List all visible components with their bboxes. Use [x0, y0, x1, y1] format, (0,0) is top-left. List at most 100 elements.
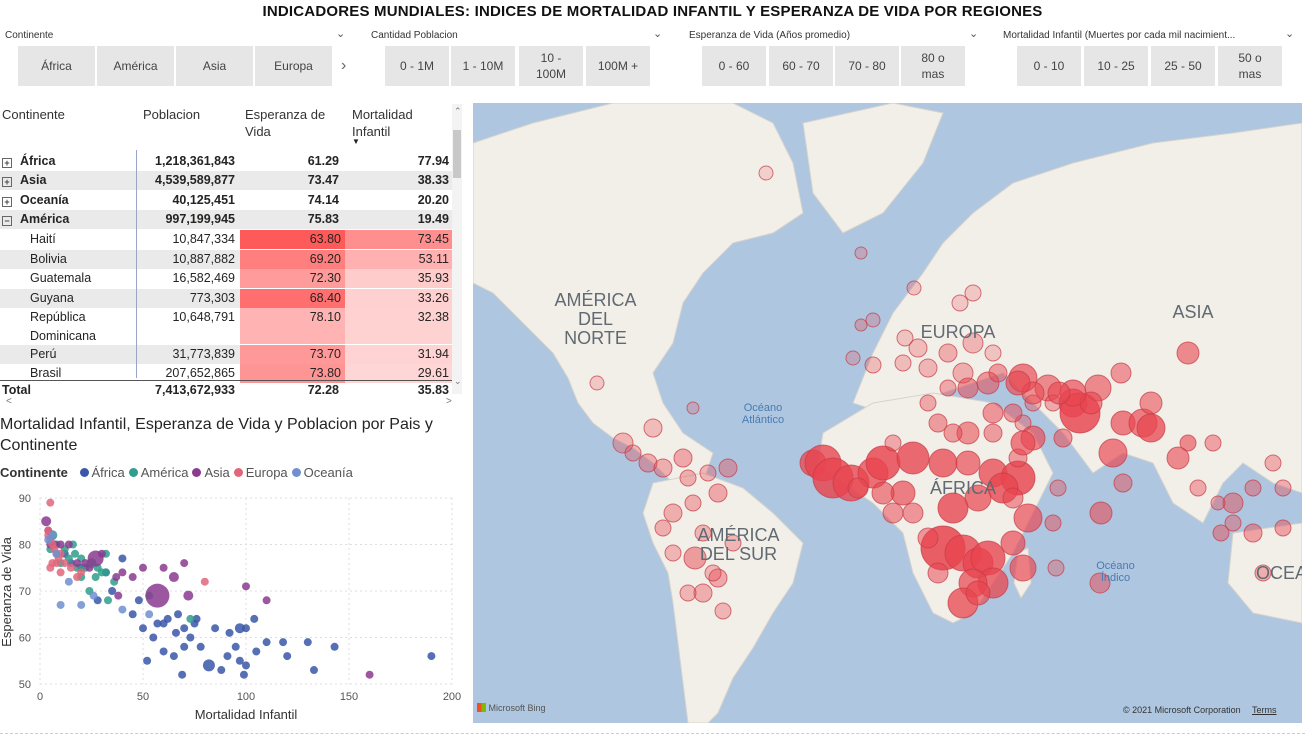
map-bubble[interactable]	[683, 546, 707, 570]
map-bubble[interactable]	[988, 363, 1008, 383]
map-bubble[interactable]	[1010, 430, 1036, 456]
scatter-point[interactable]	[159, 563, 168, 572]
map-bubble[interactable]	[693, 583, 713, 603]
scatter-point[interactable]	[41, 516, 52, 527]
scatter-point[interactable]	[73, 559, 82, 568]
scatter-point[interactable]	[71, 549, 80, 558]
map-canvas[interactable]	[473, 103, 1302, 723]
scatter-point[interactable]	[159, 619, 168, 628]
slicer-chip-asia[interactable]: Asia	[176, 46, 253, 86]
scatter-point[interactable]	[283, 652, 292, 661]
scatter-point[interactable]	[52, 559, 61, 568]
slicer-chip-america[interactable]: América	[97, 46, 174, 86]
map-bubble[interactable]	[1176, 341, 1200, 365]
scatter-point[interactable]	[52, 549, 61, 558]
slicer-chip-60-70[interactable]: 60 - 70	[769, 46, 833, 86]
scatter-point[interactable]	[46, 498, 55, 507]
scatter-point[interactable]	[145, 583, 170, 608]
map-bubble[interactable]	[939, 379, 957, 397]
map-bubble[interactable]	[1224, 514, 1242, 532]
scroll-down-icon[interactable]: ⌄	[454, 376, 462, 386]
scatter-point[interactable]	[250, 614, 259, 623]
map-bubble[interactable]	[1139, 391, 1163, 415]
scatter-point[interactable]	[56, 600, 65, 609]
map-bubble[interactable]	[964, 484, 992, 512]
map-bubble[interactable]	[984, 344, 1002, 362]
matrix-table[interactable]: Continente Poblacion Esperanza de Vida M…	[0, 103, 462, 397]
map-bubble[interactable]	[1212, 524, 1230, 542]
map-bubble[interactable]	[1222, 492, 1244, 514]
map-bubble[interactable]	[983, 423, 1003, 443]
map-bubble[interactable]	[1254, 564, 1272, 582]
map-bubble[interactable]	[1014, 414, 1032, 432]
scatter-point[interactable]	[235, 656, 244, 665]
scatter-point[interactable]	[64, 577, 73, 586]
slicer-chip-100m-plus[interactable]: 100M +	[586, 46, 650, 86]
table-row-country[interactable]: Bolivia 10,887,882 69.20 53.11	[0, 250, 452, 269]
expand-plus-icon[interactable]: +	[2, 158, 12, 168]
col-header-mortalidad[interactable]: Mortalidad Infantil	[352, 107, 413, 139]
scatter-point[interactable]	[234, 623, 245, 634]
scatter-chart[interactable]: 50 60 70 80 90 0 50 100 150 200 Mortalidad Infanti…	[0, 484, 470, 724]
map-bubble[interactable]	[684, 494, 702, 512]
slicer-chip-10-25[interactable]: 10 - 25	[1084, 46, 1148, 86]
map-bubble[interactable]	[951, 294, 969, 312]
scatter-point[interactable]	[217, 666, 226, 675]
scatter-point[interactable]	[145, 610, 154, 619]
map-bubble[interactable]	[612, 432, 634, 454]
map-bubble[interactable]	[1244, 479, 1262, 497]
scatter-point[interactable]	[303, 638, 312, 647]
map-bubble[interactable]	[1243, 523, 1263, 543]
scatter-point[interactable]	[139, 563, 147, 572]
map-bubble[interactable]	[624, 444, 642, 462]
map-bubble[interactable]	[955, 450, 981, 476]
scatter-point[interactable]	[118, 605, 127, 614]
scatter-point[interactable]	[180, 624, 189, 633]
map-bubble[interactable]	[1264, 454, 1282, 472]
map-bubble[interactable]	[1002, 487, 1024, 509]
scatter-point[interactable]	[134, 596, 143, 605]
map-bubble[interactable]	[704, 564, 722, 582]
slicer-esperanza[interactable]: Esperanza de Vida (Años promedio) ⌄ 0 - …	[688, 27, 988, 91]
map-bubble[interactable]	[694, 524, 712, 542]
map-bubble[interactable]	[638, 453, 658, 473]
table-row-continent[interactable]: + Asia 4,539,589,877 73.47 38.33	[0, 171, 452, 190]
table-vertical-scrollbar[interactable]	[452, 104, 462, 394]
map-bubble[interactable]	[871, 481, 895, 505]
table-row-country[interactable]: Haití 10,847,334 63.80 73.45	[0, 230, 452, 249]
slicer-chip-50-mas[interactable]: 50 o mas	[1218, 46, 1282, 86]
scatter-point[interactable]	[118, 568, 127, 577]
scatter-point[interactable]	[171, 628, 180, 637]
map-bubble[interactable]	[890, 480, 916, 506]
map-bubble[interactable]	[708, 568, 728, 588]
map-bubble[interactable]	[1013, 503, 1043, 533]
scatter-point[interactable]	[252, 647, 261, 656]
scatter-point[interactable]	[143, 656, 152, 665]
map-bubble[interactable]	[1003, 403, 1023, 423]
scatter-point[interactable]	[202, 659, 215, 672]
scatter-point[interactable]	[365, 670, 374, 679]
map-bubble[interactable]	[965, 580, 991, 606]
scatter-point[interactable]	[180, 642, 189, 651]
map-bubble[interactable]	[1044, 514, 1062, 532]
expand-plus-icon[interactable]: +	[2, 197, 12, 207]
scatter-point[interactable]	[186, 633, 195, 642]
scatter-point[interactable]	[114, 591, 123, 600]
map-bubble[interactable]	[956, 421, 980, 445]
scatter-point[interactable]	[77, 600, 86, 609]
scatter-point[interactable]	[262, 596, 271, 605]
slicer-mortalidad[interactable]: Mortalidad Infantil (Muertes por cada mi…	[1002, 27, 1302, 91]
bubble-map[interactable]: AMÉRICA DEL NORTE EUROPA ASIA ÁFRICA AMÉ…	[473, 103, 1302, 723]
scatter-point[interactable]	[46, 563, 55, 572]
scatter-point[interactable]	[77, 568, 86, 577]
scatter-point[interactable]	[103, 596, 112, 605]
scatter-point[interactable]	[262, 638, 271, 647]
scatter-point[interactable]	[87, 550, 104, 567]
map-bubble[interactable]	[724, 534, 742, 552]
col-header-esperanza[interactable]: Esperanza de Vida	[245, 107, 326, 139]
scatter-point[interactable]	[159, 647, 168, 656]
map-bubble[interactable]	[854, 318, 868, 332]
scatter-point[interactable]	[128, 573, 137, 582]
scatter-point[interactable]	[56, 540, 65, 549]
scatter-point[interactable]	[89, 591, 98, 600]
